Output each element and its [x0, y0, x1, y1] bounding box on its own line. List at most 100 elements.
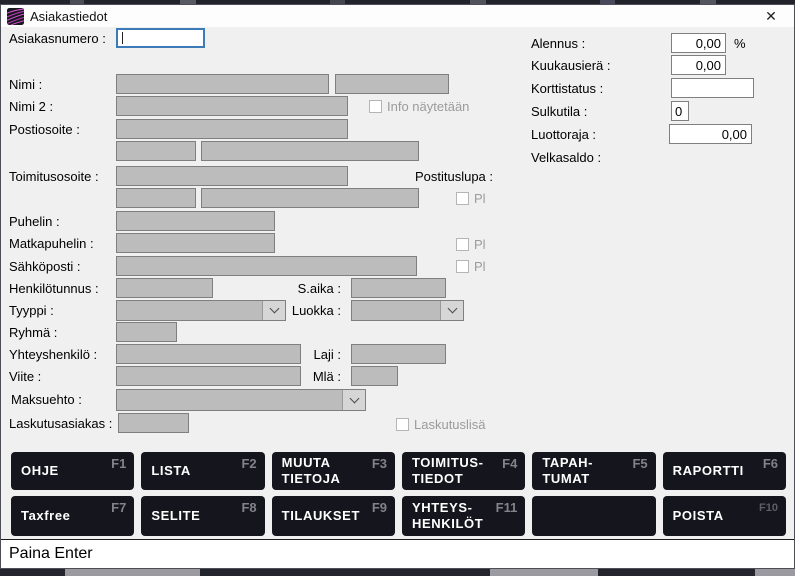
toimitustiedot-button[interactable]: TOIMITUS- TIEDOT F4: [402, 452, 526, 490]
chevron-down-icon[interactable]: [440, 301, 463, 320]
fkey-badge: F9: [371, 500, 387, 515]
yhteyshenkilo-label: Yhteyshenkilö :: [9, 347, 98, 362]
checkbox-box[interactable]: [456, 260, 469, 273]
taxfree-button[interactable]: Taxfree F7: [11, 496, 135, 536]
sahkoposti-field[interactable]: [116, 256, 417, 276]
mla-field[interactable]: [351, 366, 398, 386]
function-button-grid: OHJE F1 LISTA F2 MUUTA TIETOJA F3 TOIMIT…: [11, 452, 786, 536]
toimitus-postinumero-field[interactable]: [116, 188, 196, 208]
status-bar: Paina Enter: [1, 539, 794, 568]
kuukausiera-field[interactable]: 0,00: [671, 55, 726, 75]
checkbox-box[interactable]: [396, 418, 409, 431]
alennus-label: Alennus :: [531, 36, 586, 51]
status-message: Paina Enter: [9, 545, 93, 562]
toimitusosoite-label: Toimitusosoite :: [9, 169, 99, 184]
fkey-badge: F1: [111, 456, 127, 471]
postituslupa-pl-checkbox[interactable]: Pl: [456, 191, 486, 206]
asiakastiedot-dialog: Asiakastiedot ✕ Asiakasnumero : Nimi : N…: [0, 4, 795, 569]
pl-label: Pl: [474, 191, 486, 206]
laji-label: Laji :: [313, 347, 341, 362]
luokka-label: Luokka :: [291, 303, 341, 318]
luokka-dropdown[interactable]: [351, 300, 464, 321]
maksuehto-dropdown[interactable]: [116, 389, 366, 411]
fkey-badge: F5: [632, 456, 648, 471]
checkbox-box[interactable]: [369, 100, 382, 113]
tapahtumat-button[interactable]: TAPAH- TUMAT F5: [532, 452, 656, 490]
poista-button[interactable]: POISTA F10: [662, 496, 786, 536]
nimi2-label: Nimi 2 :: [9, 99, 54, 114]
sulkutila-label: Sulkutila :: [531, 104, 588, 119]
luottoraja-field[interactable]: 0,00: [669, 124, 752, 144]
checkbox-box[interactable]: [456, 192, 469, 205]
fkey-badge: F10: [759, 502, 778, 514]
chevron-down-icon[interactable]: [342, 390, 365, 410]
tyyppi-dropdown[interactable]: [116, 300, 286, 321]
korttistatus-label: Korttistatus :: [531, 81, 604, 96]
sahkoposti-pl-checkbox[interactable]: Pl: [456, 259, 486, 274]
henkilotunnus-field[interactable]: [116, 278, 213, 298]
window-title: Asiakastiedot: [30, 8, 108, 24]
postiosoite-field[interactable]: [116, 119, 348, 139]
info-naytetaan-label: Info näytetään: [387, 99, 470, 114]
fkey-badge: F11: [495, 500, 518, 515]
mla-label: Mlä :: [312, 369, 341, 384]
puhelin-label: Puhelin :: [9, 214, 60, 229]
laskutusasiakas-field[interactable]: [118, 413, 189, 433]
raportti-button[interactable]: RAPORTTI F6: [662, 452, 786, 490]
close-icon[interactable]: ✕: [765, 7, 777, 24]
laji-field[interactable]: [351, 344, 446, 364]
saika-field[interactable]: [351, 278, 446, 298]
nimi-label: Nimi :: [9, 77, 43, 92]
nimi-extra-field[interactable]: [335, 74, 449, 94]
postitoimipaikka-field[interactable]: [201, 141, 419, 161]
saika-label: S.aika :: [297, 281, 341, 296]
fkey-badge: F4: [502, 456, 518, 471]
fkey-badge: F6: [762, 456, 778, 471]
chevron-down-icon[interactable]: [262, 301, 285, 320]
asiakasnumero-input[interactable]: [116, 28, 205, 48]
kuukausiera-label: Kuukausierä :: [531, 58, 611, 73]
lista-button[interactable]: LISTA F2: [141, 452, 265, 490]
fkey-badge: F3: [371, 456, 387, 471]
blank-button[interactable]: [532, 496, 656, 536]
title-bar: Asiakastiedot ✕: [1, 5, 794, 27]
background-window-sliver-top: [0, 0, 795, 4]
alennus-field[interactable]: 0,00: [671, 33, 726, 53]
checkbox-box[interactable]: [456, 238, 469, 251]
matkapuhelin-field[interactable]: [116, 233, 275, 253]
laskutusasiakas-label: Laskutusasiakas :: [9, 416, 113, 431]
viite-field[interactable]: [116, 366, 301, 386]
ryhma-label: Ryhmä :: [9, 325, 58, 340]
selite-button[interactable]: SELITE F8: [141, 496, 265, 536]
yhteyshenkilot-button[interactable]: YHTEYS- HENKILÖT F11: [402, 496, 526, 536]
toimitusosoite-field[interactable]: [116, 166, 348, 186]
fkey-badge: F7: [111, 500, 127, 515]
matkapuhelin-label: Matkapuhelin :: [9, 236, 94, 251]
laskutuslisa-checkbox[interactable]: Laskutuslisä: [396, 417, 486, 432]
korttistatus-field[interactable]: [671, 78, 754, 98]
pl-label: Pl: [474, 237, 486, 252]
henkilotunnus-label: Henkilötunnus :: [9, 281, 99, 296]
sulkutila-field[interactable]: 0: [671, 101, 689, 121]
info-naytetaan-checkbox[interactable]: Info näytetään: [369, 99, 469, 114]
fkey-badge: F8: [241, 500, 257, 515]
ryhma-field[interactable]: [116, 322, 177, 342]
laskutuslisa-label: Laskutuslisä: [414, 417, 486, 432]
fkey-badge: F2: [241, 456, 257, 471]
nimi2-field[interactable]: [116, 96, 348, 116]
toimitus-postitoimipaikka-field[interactable]: [201, 188, 419, 208]
puhelin-field[interactable]: [116, 211, 275, 231]
yhteyshenkilo-field[interactable]: [116, 344, 301, 364]
maksuehto-label: Maksuehto :: [11, 392, 82, 407]
matkapuhelin-pl-checkbox[interactable]: Pl: [456, 237, 486, 252]
ohje-button[interactable]: OHJE F1: [11, 452, 135, 490]
viite-label: Viite :: [9, 369, 42, 384]
tyyppi-label: Tyyppi :: [9, 303, 54, 318]
postinumero-field[interactable]: [116, 141, 196, 161]
pl-label: Pl: [474, 259, 486, 274]
tilaukset-button[interactable]: TILAUKSET F9: [271, 496, 395, 536]
nimi-field[interactable]: [116, 74, 329, 94]
app-logo-icon: [7, 7, 24, 25]
muuta-tietoja-button[interactable]: MUUTA TIETOJA F3: [271, 452, 395, 490]
postituslupa-label: Postituslupa :: [414, 169, 493, 184]
